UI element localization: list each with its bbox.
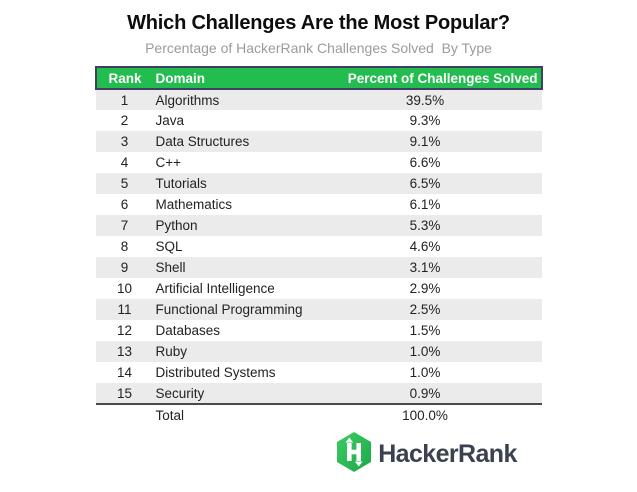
domain-cell: Artificial Intelligence: [155, 281, 275, 296]
percent-cell: 9.1%: [409, 134, 441, 149]
page-subtitle: Percentage of HackerRank Challenges Solv…: [145, 40, 492, 56]
domain-cell: Mathematics: [155, 197, 233, 212]
total-value: 100.0%: [308, 403, 542, 426]
rank-cell: 8: [120, 239, 129, 254]
domain-cell: Shell: [155, 260, 186, 275]
table-row: 10 Artificial Intelligence 2.9%: [96, 278, 542, 299]
page-title: Which Challenges Are the Most Popular?: [127, 12, 510, 34]
table-header-row: Rank Domain Percent of Challenges Solved: [94, 66, 543, 90]
percent-cell: 5.3%: [409, 218, 441, 233]
table-row: 6 Mathematics 6.1%: [96, 194, 542, 215]
percent-cell: 0.9%: [409, 385, 441, 401]
total-row: Total 100.0%: [95, 403, 542, 426]
domain-cell: Data Structures: [155, 134, 250, 149]
table-row: 14 Distributed Systems 1.0%: [96, 362, 542, 383]
percent-cell: 6.1%: [409, 197, 441, 212]
header-percent: Percent of Challenges Solved: [308, 66, 543, 90]
rank-cell: 1: [120, 92, 129, 108]
table-header: Rank Domain Percent of Challenges Solved: [94, 66, 543, 90]
rank-cell: 3: [120, 134, 129, 149]
rank-cell: 15: [116, 385, 133, 401]
rank-cell: 2: [120, 113, 129, 128]
table-row: 7 Python 5.3%: [95, 215, 542, 236]
rank-cell: 4: [120, 155, 129, 170]
rank-cell: 7: [120, 218, 129, 233]
rank-cell: 6: [120, 197, 129, 212]
table-row: 12 Databases 1.5%: [96, 320, 542, 341]
rank-cell: 9: [120, 260, 129, 275]
domain-cell: Java: [155, 113, 185, 128]
domain-cell: Ruby: [155, 344, 188, 359]
percent-cell: 3.1%: [409, 260, 441, 275]
rank-cell: 13: [116, 344, 133, 359]
domain-cell: Security: [155, 385, 205, 401]
percent-cell: 1.0%: [409, 344, 441, 359]
table-row: 8 SQL 4.6%: [96, 236, 542, 257]
domain-cell: Algorithms: [155, 92, 220, 108]
infographic-page: Which Challenges Are the Most Popular? P…: [0, 12, 637, 492]
percent-cell: 9.3%: [409, 113, 441, 128]
rank-cell: 12: [116, 323, 133, 338]
header-rank: Rank: [94, 66, 154, 90]
hackerrank-logo-text: HackerRank: [378, 440, 517, 468]
hackerrank-hexagon-h-icon: [335, 431, 373, 478]
footer-logo-row: HackerRank: [0, 431, 637, 478]
percent-cell: 6.5%: [409, 176, 441, 191]
table-row: 4 C++ 6.6%: [96, 152, 542, 173]
rank-cell: 14: [116, 365, 133, 380]
percent-cell: 1.0%: [409, 365, 441, 380]
percent-cell: 1.5%: [409, 323, 441, 338]
challenges-table: Rank Domain Percent of Challenges Solved…: [94, 66, 543, 426]
hackerrank-logo: HackerRank: [335, 431, 517, 478]
percent-cell: 4.6%: [409, 239, 441, 254]
total-label: Total: [153, 403, 309, 426]
table-row: 5 Tutorials 6.5%: [95, 173, 542, 194]
domain-cell: SQL: [155, 239, 183, 254]
domain-cell: Tutorials: [155, 176, 207, 191]
table-row: 2 Java 9.3%: [96, 110, 542, 131]
percent-cell: 2.5%: [409, 302, 441, 317]
total-rank-spacer: [95, 403, 154, 426]
table-row: 3 Data Structures 9.1%: [95, 131, 542, 152]
table-footer: Total 100.0%: [95, 403, 542, 426]
table-row: 11 Functional Programming 2.5%: [95, 299, 542, 320]
percent-cell: 6.6%: [409, 155, 441, 170]
rank-cell: 5: [120, 176, 129, 191]
rank-cell: 11: [117, 302, 132, 317]
domain-cell: Functional Programming: [155, 302, 303, 317]
table-row: 9 Shell 3.1%: [95, 257, 542, 278]
table-row: 1 Algorithms 39.5%: [95, 89, 542, 110]
table-body: 1 Algorithms 39.5% 2 Java 9.3% 3 Data Structure…: [95, 89, 542, 404]
table-row: 15 Security 0.9%: [95, 383, 542, 404]
header-domain: Domain: [153, 66, 309, 90]
domain-cell: Distributed Systems: [155, 365, 276, 380]
percent-cell: 2.9%: [409, 281, 441, 296]
domain-cell: Databases: [155, 323, 221, 338]
rank-cell: 10: [116, 281, 133, 296]
table-row: 13 Ruby 1.0%: [95, 341, 542, 362]
domain-cell: C++: [155, 155, 182, 170]
domain-cell: Python: [155, 218, 198, 233]
percent-cell: 39.5%: [405, 92, 445, 108]
